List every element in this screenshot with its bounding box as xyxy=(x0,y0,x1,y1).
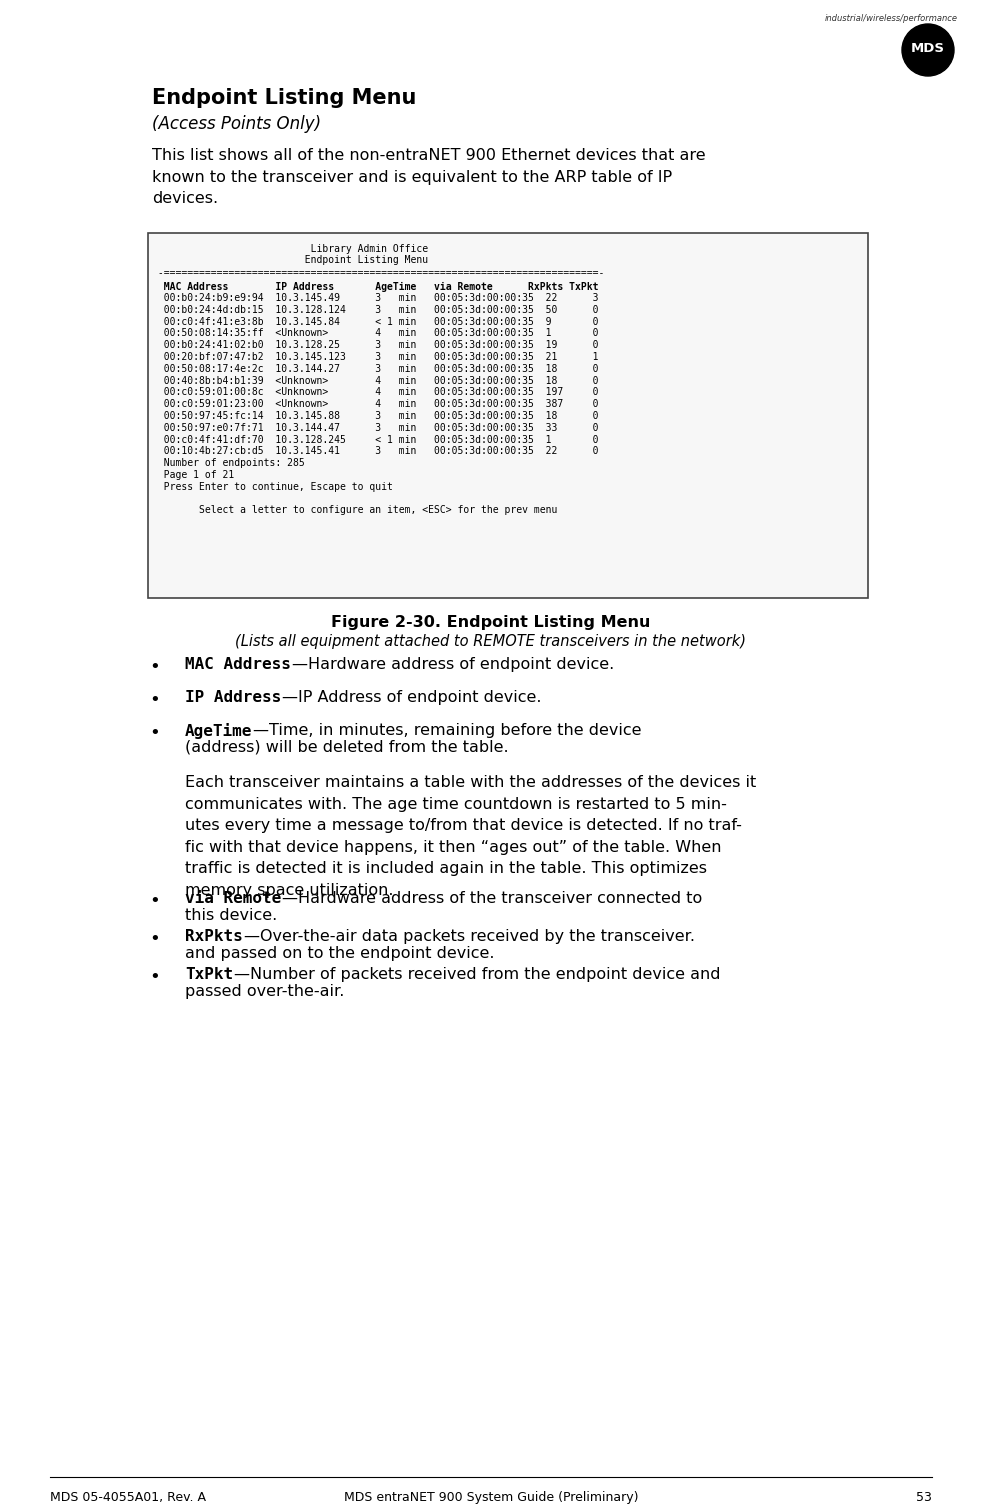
Text: TxPkt: TxPkt xyxy=(185,968,233,981)
Text: and passed on to the endpoint device.: and passed on to the endpoint device. xyxy=(185,947,495,962)
Text: Select a letter to configure an item, <ESC> for the prev menu: Select a letter to configure an item, <E… xyxy=(152,506,558,515)
Text: Press Enter to continue, Escape to quit: Press Enter to continue, Escape to quit xyxy=(152,482,393,492)
Text: •: • xyxy=(149,724,160,742)
Text: AgeTime: AgeTime xyxy=(185,722,252,739)
Text: 00:b0:24:b9:e9:94  10.3.145.49      3   min   00:05:3d:00:00:35  22      3: 00:b0:24:b9:e9:94 10.3.145.49 3 min 00:0… xyxy=(152,293,598,303)
Text: •: • xyxy=(149,691,160,709)
Text: •: • xyxy=(149,892,160,911)
Text: Number of endpoints: 285: Number of endpoints: 285 xyxy=(152,458,304,468)
Text: 00:c0:4f:41:e3:8b  10.3.145.84      < 1 min   00:05:3d:00:00:35  9       0: 00:c0:4f:41:e3:8b 10.3.145.84 < 1 min 00… xyxy=(152,316,598,327)
Text: Figure 2-30. Endpoint Listing Menu: Figure 2-30. Endpoint Listing Menu xyxy=(331,616,651,631)
Text: Library Admin Office: Library Admin Office xyxy=(152,244,428,254)
FancyBboxPatch shape xyxy=(148,233,868,597)
Text: MDS 05-4055A01, Rev. A: MDS 05-4055A01, Rev. A xyxy=(50,1491,206,1503)
Text: —Number of packets received from the endpoint device and: —Number of packets received from the end… xyxy=(234,968,721,981)
Text: 00:50:08:17:4e:2c  10.3.144.27      3   min   00:05:3d:00:00:35  18      0: 00:50:08:17:4e:2c 10.3.144.27 3 min 00:0… xyxy=(152,364,598,373)
Text: this device.: this device. xyxy=(185,908,277,923)
Text: —Hardware address of endpoint device.: —Hardware address of endpoint device. xyxy=(292,658,614,673)
Text: MAC Address        IP Address       AgeTime   via Remote      RxPkts TxPkt: MAC Address IP Address AgeTime via Remot… xyxy=(152,281,598,292)
Text: (Lists all equipment attached to REMOTE transceivers in the network): (Lists all equipment attached to REMOTE … xyxy=(236,634,746,649)
Text: -==========================================================================-: -=======================================… xyxy=(152,268,604,278)
Text: 00:c0:4f:41:df:70  10.3.128.245     < 1 min   00:05:3d:00:00:35  1       0: 00:c0:4f:41:df:70 10.3.128.245 < 1 min 0… xyxy=(152,435,598,444)
Circle shape xyxy=(902,24,954,75)
Text: 00:c0:59:01:00:8c  <Unknown>        4   min   00:05:3d:00:00:35  197     0: 00:c0:59:01:00:8c <Unknown> 4 min 00:05:… xyxy=(152,387,598,397)
Text: —Time, in minutes, remaining before the device: —Time, in minutes, remaining before the … xyxy=(253,722,642,737)
Text: •: • xyxy=(149,930,160,948)
Text: 00:50:08:14:35:ff  <Unknown>        4   min   00:05:3d:00:00:35  1       0: 00:50:08:14:35:ff <Unknown> 4 min 00:05:… xyxy=(152,328,598,339)
Text: 00:50:97:45:fc:14  10.3.145.88      3   min   00:05:3d:00:00:35  18      0: 00:50:97:45:fc:14 10.3.145.88 3 min 00:0… xyxy=(152,411,598,421)
Text: MDS: MDS xyxy=(911,42,945,56)
Text: passed over-the-air.: passed over-the-air. xyxy=(185,984,345,999)
Text: 53: 53 xyxy=(916,1491,932,1503)
Text: 00:40:8b:b4:b1:39  <Unknown>        4   min   00:05:3d:00:00:35  18      0: 00:40:8b:b4:b1:39 <Unknown> 4 min 00:05:… xyxy=(152,376,598,385)
Text: MDS entraNET 900 System Guide (Preliminary): MDS entraNET 900 System Guide (Prelimina… xyxy=(344,1491,638,1503)
Text: —Over-the-air data packets received by the transceiver.: —Over-the-air data packets received by t… xyxy=(244,929,694,944)
Text: (address) will be deleted from the table.: (address) will be deleted from the table… xyxy=(185,740,509,756)
Text: 00:b0:24:4d:db:15  10.3.128.124     3   min   00:05:3d:00:00:35  50      0: 00:b0:24:4d:db:15 10.3.128.124 3 min 00:… xyxy=(152,306,598,315)
Text: 00:b0:24:41:02:b0  10.3.128.25      3   min   00:05:3d:00:00:35  19      0: 00:b0:24:41:02:b0 10.3.128.25 3 min 00:0… xyxy=(152,340,598,351)
Text: 00:10:4b:27:cb:d5  10.3.145.41      3   min   00:05:3d:00:00:35  22      0: 00:10:4b:27:cb:d5 10.3.145.41 3 min 00:0… xyxy=(152,447,598,456)
Text: RxPkts: RxPkts xyxy=(185,929,243,944)
Text: •: • xyxy=(149,658,160,676)
Text: via Remote: via Remote xyxy=(185,891,281,906)
Text: Endpoint Listing Menu: Endpoint Listing Menu xyxy=(152,87,416,108)
Text: industrial/wireless/performance: industrial/wireless/performance xyxy=(825,14,958,23)
Text: Endpoint Listing Menu: Endpoint Listing Menu xyxy=(152,254,428,265)
Text: —Hardware address of the transceiver connected to: —Hardware address of the transceiver con… xyxy=(282,891,702,906)
Text: 00:c0:59:01:23:00  <Unknown>        4   min   00:05:3d:00:00:35  387     0: 00:c0:59:01:23:00 <Unknown> 4 min 00:05:… xyxy=(152,399,598,409)
Text: •: • xyxy=(149,968,160,986)
Text: (Access Points Only): (Access Points Only) xyxy=(152,114,321,132)
Text: Each transceiver maintains a table with the addresses of the devices it
communic: Each transceiver maintains a table with … xyxy=(185,775,756,898)
Text: —IP Address of endpoint device.: —IP Address of endpoint device. xyxy=(282,689,542,704)
Text: MAC Address: MAC Address xyxy=(185,658,291,673)
Text: IP Address: IP Address xyxy=(185,689,281,704)
Text: This list shows all of the non-entraNET 900 Ethernet devices that are
known to t: This list shows all of the non-entraNET … xyxy=(152,147,706,206)
Text: 00:50:97:e0:7f:71  10.3.144.47      3   min   00:05:3d:00:00:35  33      0: 00:50:97:e0:7f:71 10.3.144.47 3 min 00:0… xyxy=(152,423,598,433)
Text: 00:20:bf:07:47:b2  10.3.145.123     3   min   00:05:3d:00:00:35  21      1: 00:20:bf:07:47:b2 10.3.145.123 3 min 00:… xyxy=(152,352,598,363)
Text: Page 1 of 21: Page 1 of 21 xyxy=(152,470,235,480)
